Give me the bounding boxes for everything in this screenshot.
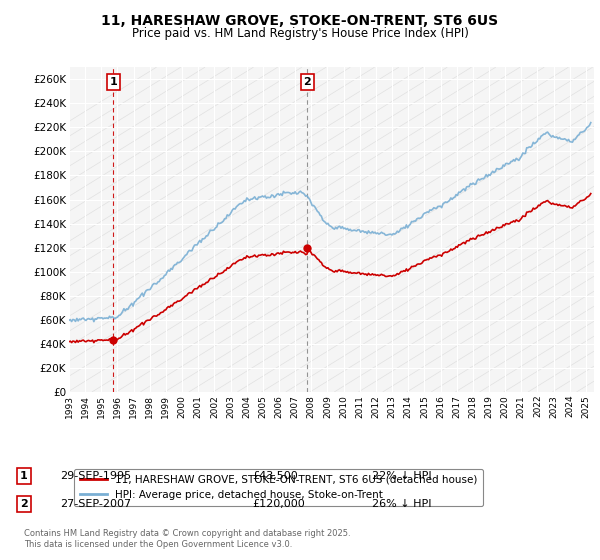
Text: 2: 2 xyxy=(304,77,311,87)
Text: 2: 2 xyxy=(20,499,28,509)
Text: 29-SEP-1995: 29-SEP-1995 xyxy=(60,471,131,481)
Text: Price paid vs. HM Land Registry's House Price Index (HPI): Price paid vs. HM Land Registry's House … xyxy=(131,27,469,40)
Text: 22% ↓ HPI: 22% ↓ HPI xyxy=(372,471,431,481)
Text: £43,500: £43,500 xyxy=(252,471,298,481)
Text: £120,000: £120,000 xyxy=(252,499,305,509)
Legend: 11, HARESHAW GROVE, STOKE-ON-TRENT, ST6 6US (detached house), HPI: Average price: 11, HARESHAW GROVE, STOKE-ON-TRENT, ST6 … xyxy=(74,469,484,506)
Text: 1: 1 xyxy=(20,471,28,481)
Text: 11, HARESHAW GROVE, STOKE-ON-TRENT, ST6 6US: 11, HARESHAW GROVE, STOKE-ON-TRENT, ST6 … xyxy=(101,14,499,28)
Text: 27-SEP-2007: 27-SEP-2007 xyxy=(60,499,131,509)
Text: Contains HM Land Registry data © Crown copyright and database right 2025.
This d: Contains HM Land Registry data © Crown c… xyxy=(24,529,350,549)
Text: 1: 1 xyxy=(110,77,117,87)
Text: 26% ↓ HPI: 26% ↓ HPI xyxy=(372,499,431,509)
